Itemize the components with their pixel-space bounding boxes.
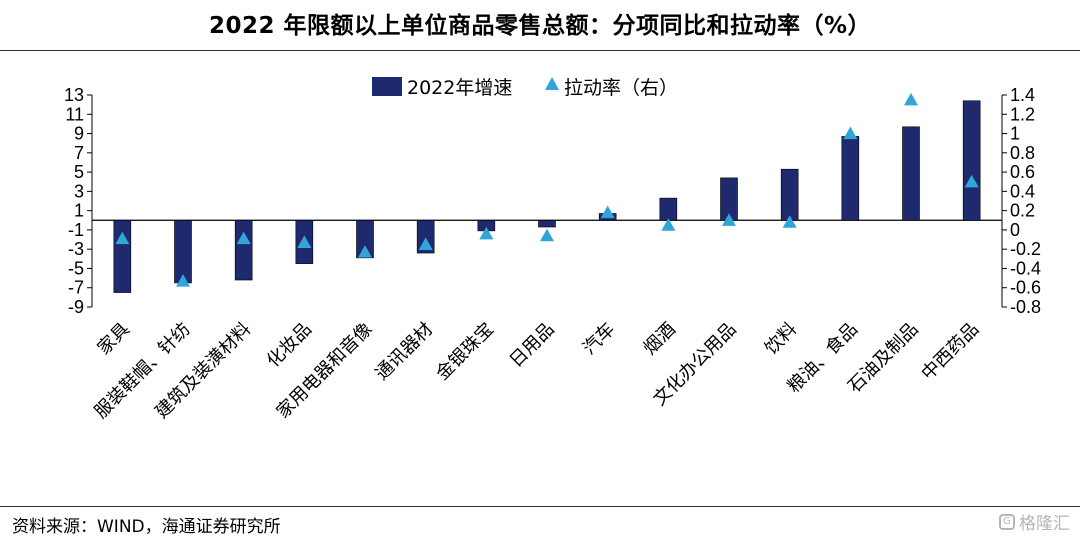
right-axis-tick-label: 0.8	[1010, 143, 1035, 163]
category-label: 化妆品	[263, 319, 316, 372]
right-axis-tick-label: 0.4	[1010, 181, 1035, 201]
legend-label-bar: 2022年增速	[407, 77, 512, 99]
bottom-rule	[0, 506, 1080, 507]
category-label: 中西药品	[917, 319, 983, 385]
triangle-marker	[782, 215, 797, 228]
right-axis-tick-label: 1	[1010, 124, 1020, 144]
left-axis-tick-label: 3	[74, 181, 84, 201]
top-rule	[0, 50, 1080, 51]
bar	[356, 219, 374, 259]
watermark-text: 格隆汇	[1019, 514, 1070, 534]
bar	[902, 126, 920, 221]
triangle-marker	[904, 92, 918, 106]
watermark-logo-icon: G	[999, 513, 1015, 530]
right-axis-tick-label: 1.2	[1010, 104, 1035, 124]
bars	[113, 100, 981, 293]
left-axis-tick-label: -9	[68, 297, 84, 317]
axes: 131197531-1-3-5-7-91.41.210.80.60.40.20-…	[64, 85, 1041, 317]
triangle-marker	[297, 235, 312, 249]
chart: 2022年增速 拉动率（右） 131197531-1-3-5-7-91.41.2…	[64, 77, 1041, 423]
triangle-marker	[479, 226, 494, 240]
bar	[174, 219, 192, 284]
right-axis-tick-label: 0.6	[1010, 162, 1035, 182]
triangle-marker	[115, 231, 130, 245]
legend: 2022年增速 拉动率（右）	[372, 77, 678, 99]
chart-title: 2022 年限额以上单位商品零售总额：分项同比和拉动率（%）	[208, 13, 872, 39]
markers	[115, 92, 979, 287]
category-labels: 家具服装鞋帽、针纺建筑及装潢材料 化妆品家用电器和音像通讯器材金银珠宝 日用品 汽车烟…	[91, 319, 984, 423]
right-axis-tick-label: -0.8	[1010, 297, 1041, 317]
legend-swatch-triangle	[545, 77, 559, 90]
triangle-marker	[722, 213, 736, 226]
triangle-marker	[418, 237, 433, 250]
left-axis-tick-label: -1	[68, 220, 84, 240]
right-axis-tick-label: 1.4	[1010, 85, 1035, 105]
triangle-marker	[176, 273, 190, 287]
category-label: 通讯器材	[371, 319, 437, 385]
category-label: 烟酒	[640, 319, 680, 359]
category-label: 饮料	[761, 319, 801, 359]
left-axis-tick-label: -3	[68, 239, 84, 259]
legend-swatch-bar	[372, 77, 402, 96]
bar	[416, 219, 435, 254]
bar	[780, 168, 799, 221]
right-axis-tick-label: -0.4	[1010, 258, 1041, 278]
triangle-marker	[600, 205, 615, 219]
bar	[113, 219, 132, 293]
left-axis-tick-label: 11	[65, 104, 84, 124]
bar	[659, 197, 678, 221]
bar	[234, 219, 253, 281]
legend-label-triangle: 拉动率（右）	[564, 77, 678, 99]
source-note: 资料来源：WIND，海通证券研究所	[12, 517, 281, 537]
category-label: 家具	[94, 319, 134, 359]
bar	[538, 219, 556, 228]
triangle-marker	[964, 174, 979, 188]
watermark: G 格隆汇	[999, 509, 1070, 534]
triangle-marker	[540, 228, 554, 242]
category-label: 日用品	[506, 319, 559, 372]
left-axis-tick-label: 7	[74, 143, 84, 163]
right-axis-tick-label: 0	[1010, 220, 1020, 240]
left-axis-tick-label: 13	[64, 85, 84, 105]
category-label: 金银珠宝	[432, 319, 498, 385]
triangle-marker	[661, 218, 676, 231]
bar	[841, 136, 860, 221]
right-axis-tick-label: -0.6	[1010, 278, 1041, 298]
title-bar: 2022 年限额以上单位商品零售总额：分项同比和拉动率（%）	[0, 0, 1080, 46]
category-label: 汽车	[579, 319, 619, 359]
left-axis-tick-label: 5	[74, 162, 84, 182]
right-axis-tick-label: 0.2	[1010, 201, 1035, 221]
bar	[962, 100, 981, 221]
left-axis-tick-label: -5	[68, 258, 84, 278]
right-axis-tick-label: -0.2	[1010, 239, 1041, 259]
left-axis-tick-label: 9	[74, 124, 84, 144]
left-axis-tick-label: 1	[74, 201, 84, 221]
triangle-marker	[843, 126, 858, 140]
left-axis-tick-label: -7	[68, 278, 84, 298]
triangle-marker	[358, 245, 372, 258]
triangle-marker	[236, 231, 251, 245]
